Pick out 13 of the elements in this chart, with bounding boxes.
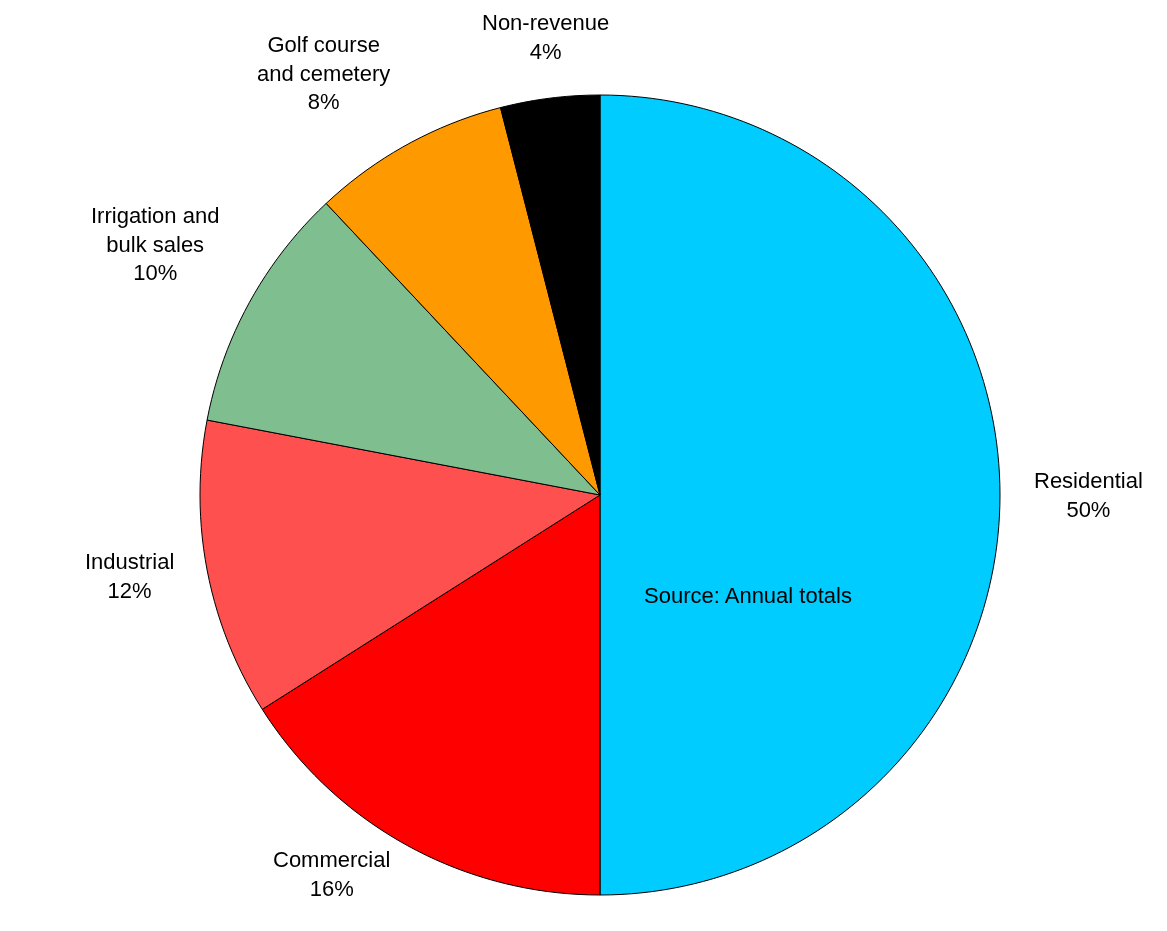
data-label: 10% <box>133 260 178 286</box>
slice-label: Industrial <box>85 549 175 574</box>
slice-label: Non-revenue <box>482 10 610 35</box>
data-label: 4% <box>529 38 562 64</box>
data-label: 50% <box>1066 496 1111 522</box>
source-note: Source: Annual totals <box>644 583 852 608</box>
data-label: 16% <box>309 875 354 901</box>
slice-label: Commercial <box>273 847 391 872</box>
data-label: 8% <box>307 89 340 115</box>
slice-label: Irrigation and bulk sales <box>91 203 220 257</box>
data-label: 12% <box>107 577 152 603</box>
slice-label: Golf course and cemetery <box>257 32 391 86</box>
slice-label: Residential <box>1034 468 1143 493</box>
